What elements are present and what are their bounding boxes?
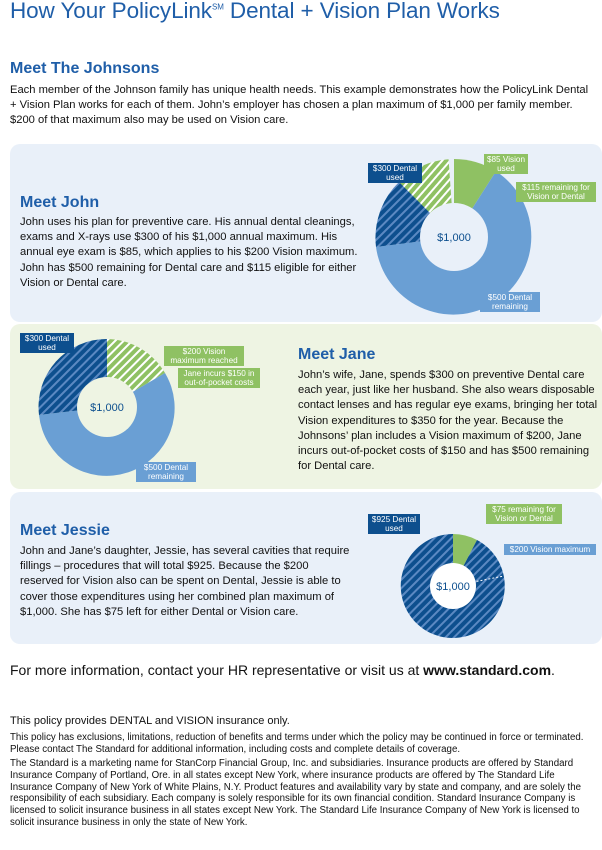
jessie-text: John and Jane’s daughter, Jessie, has se… — [20, 545, 350, 618]
jane-tag-out-of-pocket: Jane incurs $150 in out-of-pocket costs — [178, 368, 260, 388]
jane-tag-dental-used: $300 Dental used — [20, 333, 74, 353]
footer-line2: This policy has exclusions, limitations,… — [10, 732, 584, 755]
jane-center-label: $1,000 — [90, 402, 124, 414]
jane-tag-vision-max: $200 Vision maximum reached — [164, 346, 244, 366]
jane-tag-dental-remaining: $500 Dental remaining — [136, 462, 196, 482]
john-tag-dental-remaining: $500 Dental remaining — [480, 292, 540, 312]
jessie-pie-chart: $1,000 — [400, 533, 505, 638]
contact-line: For more information, contact your HR re… — [10, 662, 555, 678]
jane-text: John’s wife, Jane, spends $300 on preven… — [298, 369, 598, 473]
footer-line3: The Standard is a marketing name for Sta… — [10, 758, 581, 828]
jane-heading: Meet Jane — [298, 346, 376, 363]
john-tag-dental-used: $300 Dental used — [368, 163, 422, 183]
john-tag-vision-used: $85 Vision used — [484, 154, 528, 174]
page-title: How Your PolicyLinkSM Dental + Vision Pl… — [10, 0, 500, 23]
jessie-tag-vision-max: $200 Vision maximum — [504, 544, 596, 555]
john-text: John uses his plan for preventive care. … — [20, 216, 358, 289]
intro-heading: Meet The Johnsons — [10, 60, 160, 77]
john-pie-chart: $1,000 — [375, 159, 532, 315]
jessie-tag-remaining: $75 remaining for Vision or Dental — [486, 504, 562, 524]
jessie-center-label: $1,000 — [436, 581, 470, 593]
john-heading: Meet John — [20, 194, 100, 211]
john-center-label: $1,000 — [437, 232, 471, 244]
jessie-heading: Meet Jessie — [20, 522, 110, 539]
jessie-tag-dental-used: $925 Dental used — [368, 514, 420, 534]
jane-pie-chart: $1,000 — [38, 338, 175, 476]
website-link[interactable]: www.standard.com — [423, 662, 552, 678]
intro-text: Each member of the Johnson family has un… — [10, 84, 589, 127]
footer-line1: This policy provides DENTAL and VISION i… — [10, 715, 290, 727]
john-tag-remaining: $115 remaining for Vision or Dental — [516, 182, 596, 202]
